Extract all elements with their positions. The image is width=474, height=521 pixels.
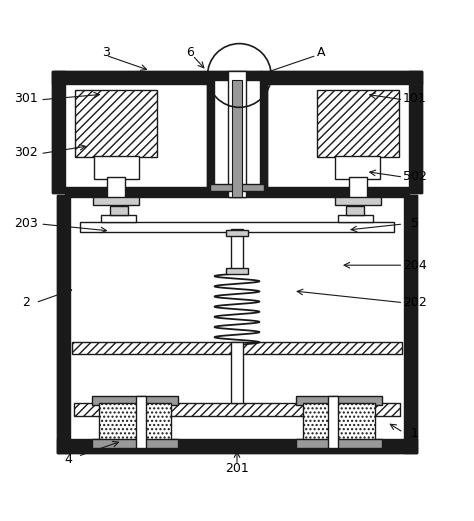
Bar (226, 230, 248, 235)
Text: 4: 4 (64, 453, 73, 466)
Bar (302, 403, 375, 442)
Bar (226, 267, 248, 274)
Text: 301: 301 (14, 92, 38, 105)
Bar (296, 439, 382, 448)
Bar (57, 195, 70, 453)
Text: A: A (317, 45, 326, 58)
Bar (99, 403, 172, 442)
Bar (52, 71, 422, 84)
Bar (336, 197, 381, 205)
Text: 203: 203 (14, 217, 38, 230)
Text: 204: 204 (403, 259, 427, 271)
Bar (57, 195, 417, 453)
Bar (207, 73, 214, 188)
Bar (231, 229, 243, 272)
Bar (207, 73, 267, 188)
Bar (328, 396, 337, 448)
Bar (346, 206, 365, 215)
Text: 1: 1 (411, 427, 419, 440)
Bar (94, 156, 138, 179)
Bar (260, 73, 267, 188)
Bar (101, 215, 137, 222)
Bar (296, 396, 382, 405)
Bar (337, 215, 373, 222)
Bar (137, 396, 146, 448)
Bar (52, 71, 422, 193)
Bar (109, 206, 128, 215)
Bar (336, 156, 380, 179)
Text: 201: 201 (225, 463, 249, 476)
Text: 6: 6 (186, 45, 194, 58)
Text: 101: 101 (403, 92, 427, 105)
Bar (92, 396, 178, 405)
Bar (228, 71, 246, 197)
Bar (231, 342, 243, 403)
Text: 502: 502 (403, 170, 427, 183)
Bar (349, 177, 367, 199)
Bar (317, 90, 399, 157)
Text: 202: 202 (403, 296, 427, 309)
Bar (107, 177, 125, 199)
Bar (404, 195, 417, 453)
Text: 3: 3 (102, 45, 110, 58)
Bar (57, 439, 417, 453)
Bar (52, 71, 65, 193)
Bar (75, 90, 157, 157)
Bar (409, 71, 422, 193)
Bar (210, 184, 264, 191)
Bar (65, 187, 409, 197)
Text: 302: 302 (14, 146, 38, 159)
Bar (232, 80, 242, 197)
Bar (72, 342, 402, 354)
Bar (92, 439, 178, 448)
Bar (74, 403, 400, 416)
Bar (80, 222, 394, 232)
Text: 5: 5 (411, 217, 419, 230)
Text: 2: 2 (22, 296, 30, 309)
Bar (93, 197, 138, 205)
Bar (207, 73, 267, 80)
